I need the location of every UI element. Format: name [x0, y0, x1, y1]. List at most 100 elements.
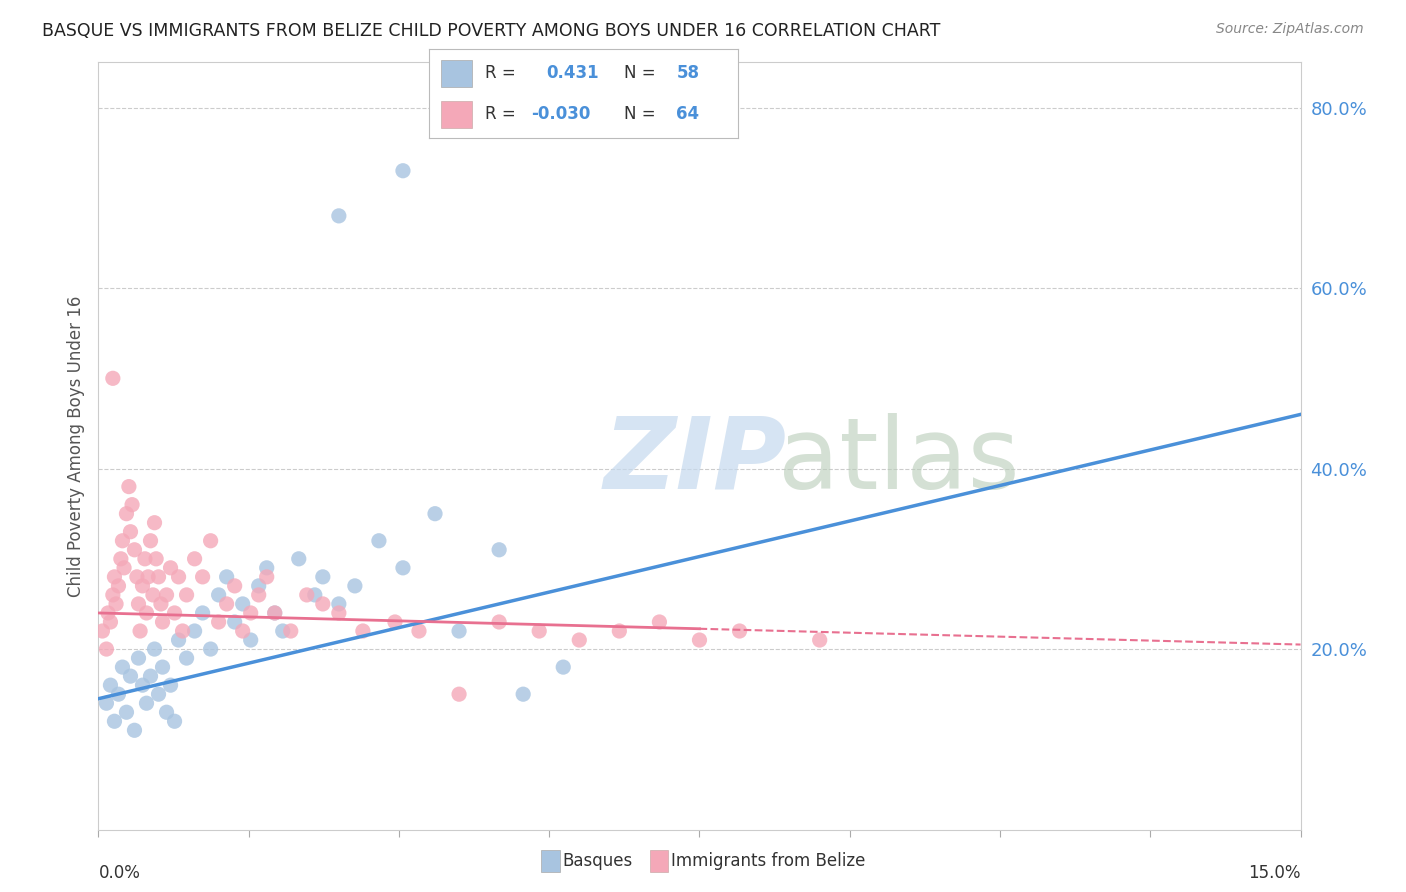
Point — [568, 633, 591, 648]
Text: atlas: atlas — [778, 413, 1019, 510]
Point — [176, 651, 198, 665]
Point — [239, 633, 262, 648]
Point — [103, 570, 125, 584]
Point — [107, 579, 129, 593]
Point — [131, 579, 153, 593]
Point — [96, 696, 118, 710]
Point — [121, 498, 143, 512]
Point — [176, 588, 198, 602]
Point — [312, 570, 335, 584]
Text: R =: R = — [485, 64, 515, 82]
Point — [183, 551, 205, 566]
Point — [247, 579, 270, 593]
Point — [167, 633, 190, 648]
Point — [134, 551, 156, 566]
Point — [91, 624, 114, 638]
Point — [287, 551, 309, 566]
Point — [191, 570, 214, 584]
Point — [110, 551, 132, 566]
Point — [163, 714, 186, 729]
Point — [423, 507, 446, 521]
Point — [97, 606, 120, 620]
Text: 0.431: 0.431 — [547, 64, 599, 82]
Point — [232, 624, 254, 638]
Point — [183, 624, 205, 638]
Point — [100, 678, 122, 692]
Point — [256, 561, 278, 575]
Point — [172, 624, 194, 638]
Point — [648, 615, 671, 629]
Point — [128, 597, 150, 611]
Point — [553, 660, 575, 674]
Point — [143, 516, 166, 530]
Point — [529, 624, 551, 638]
Point — [163, 606, 186, 620]
Point — [107, 687, 129, 701]
Text: Immigrants from Belize: Immigrants from Belize — [671, 852, 865, 871]
Point — [142, 588, 165, 602]
Text: N =: N = — [624, 64, 655, 82]
Point — [328, 606, 350, 620]
Point — [131, 678, 153, 692]
Point — [384, 615, 406, 629]
Point — [408, 624, 430, 638]
Point — [148, 570, 170, 584]
Point — [200, 642, 222, 657]
Point — [232, 597, 254, 611]
Point — [139, 669, 162, 683]
Point — [101, 371, 124, 385]
Point — [103, 714, 125, 729]
Point — [256, 570, 278, 584]
Y-axis label: Child Poverty Among Boys Under 16: Child Poverty Among Boys Under 16 — [66, 295, 84, 597]
Point — [368, 533, 391, 548]
Point — [152, 660, 174, 674]
Point — [688, 633, 710, 648]
Point — [312, 597, 335, 611]
Text: ZIP: ZIP — [603, 413, 786, 510]
Point — [280, 624, 302, 638]
Point — [328, 209, 350, 223]
Text: 15.0%: 15.0% — [1249, 864, 1301, 882]
Text: BASQUE VS IMMIGRANTS FROM BELIZE CHILD POVERTY AMONG BOYS UNDER 16 CORRELATION C: BASQUE VS IMMIGRANTS FROM BELIZE CHILD P… — [42, 22, 941, 40]
Point — [129, 624, 152, 638]
Point — [159, 678, 181, 692]
Text: Basques: Basques — [562, 852, 633, 871]
Point — [149, 597, 172, 611]
Point — [128, 651, 150, 665]
Point — [135, 606, 157, 620]
Point — [136, 570, 159, 584]
Point — [125, 570, 148, 584]
Text: 64: 64 — [676, 105, 699, 123]
Point — [488, 615, 510, 629]
Bar — [441, 101, 472, 128]
Point — [143, 642, 166, 657]
Point — [271, 624, 294, 638]
Point — [224, 615, 246, 629]
Bar — [441, 60, 472, 87]
Point — [111, 660, 134, 674]
Point — [112, 561, 135, 575]
Point — [135, 696, 157, 710]
Point — [124, 542, 146, 557]
Point — [239, 606, 262, 620]
Point — [155, 588, 177, 602]
Point — [115, 507, 138, 521]
Point — [105, 597, 128, 611]
Point — [200, 533, 222, 548]
Point — [111, 533, 134, 548]
Point — [304, 588, 326, 602]
Text: -0.030: -0.030 — [531, 105, 591, 123]
Point — [247, 588, 270, 602]
Point — [263, 606, 285, 620]
Point — [148, 687, 170, 701]
Text: R =: R = — [485, 105, 515, 123]
Point — [392, 561, 415, 575]
Point — [145, 551, 167, 566]
Point — [808, 633, 831, 648]
Point — [488, 542, 510, 557]
Point — [208, 615, 231, 629]
Text: N =: N = — [624, 105, 655, 123]
Point — [96, 642, 118, 657]
Point — [728, 624, 751, 638]
Point — [167, 570, 190, 584]
